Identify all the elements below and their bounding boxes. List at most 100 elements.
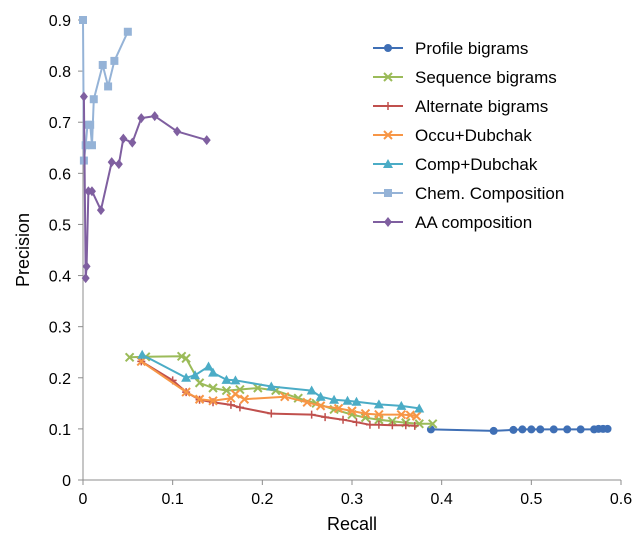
occu-dubchak-point <box>280 391 290 402</box>
y-tick-label: 0.7 <box>49 115 71 132</box>
profile-bigrams-point <box>489 426 498 435</box>
comp-dubchak-point <box>414 403 425 413</box>
y-tick-label: 0 <box>62 473 71 490</box>
chem-composition-point <box>110 56 119 65</box>
legend-entry-profile-bigrams: Profile bigrams <box>373 39 528 58</box>
y-tick-label: 0.9 <box>49 13 71 30</box>
legend-entry-chem-composition: Chem. Composition <box>373 184 564 203</box>
legend: Profile bigrams Sequence bigrams Alternate… <box>373 39 564 232</box>
series-occu-dubchak <box>136 356 422 421</box>
legend-entry-comp-dubchak: Comp+Dubchak <box>373 155 538 174</box>
y-tick-label: 0.8 <box>49 64 71 81</box>
legend-swatch-marker <box>383 159 393 168</box>
series-aa-composition <box>79 91 211 284</box>
alternate-bigrams-point <box>226 400 235 409</box>
chem-composition-point <box>81 141 90 150</box>
alternate-bigrams-point <box>339 415 348 424</box>
x-tick-label: 0.1 <box>162 491 184 508</box>
occu-dubchak-point <box>315 401 326 411</box>
aa-composition-point <box>137 113 146 124</box>
chem-composition-point <box>104 82 113 91</box>
occu-dubchak-point <box>374 409 384 420</box>
comp-dubchak-point <box>190 370 201 380</box>
alternate-bigrams-point <box>388 421 397 430</box>
profile-bigrams-point <box>549 425 558 434</box>
occu-dubchak-point <box>302 397 312 408</box>
profile-bigrams-point <box>563 425 572 434</box>
y-tick-label: 0.4 <box>49 269 71 286</box>
x-tick-label: 0.2 <box>251 491 273 508</box>
comp-dubchak-point <box>266 381 277 391</box>
occu-dubchak-point <box>208 396 218 406</box>
aa-composition-point <box>79 91 88 102</box>
x-tick-label: 0.5 <box>520 491 542 508</box>
alternate-bigrams-point <box>410 421 419 430</box>
aa-composition-point <box>119 133 128 144</box>
occu-dubchak-point <box>181 387 191 397</box>
comp-dubchak-point <box>208 367 219 377</box>
alternate-bigrams-point <box>321 413 330 422</box>
y-tick-label: 0.6 <box>49 166 71 183</box>
chem-composition-point <box>87 141 96 150</box>
sequence-bigrams-point <box>387 416 398 426</box>
x-tick-label: 0.4 <box>431 491 453 508</box>
legend-swatch-marker <box>384 44 392 52</box>
legend-swatch-marker <box>383 130 393 140</box>
alternate-bigrams-point <box>401 421 410 430</box>
profile-bigrams-point <box>603 424 612 433</box>
series-layer <box>79 16 612 435</box>
comp-dubchak-point <box>329 394 340 404</box>
legend-label: Sequence bigrams <box>415 68 557 87</box>
chem-composition-point <box>86 120 95 129</box>
occu-dubchak-point <box>239 394 250 404</box>
aa-composition-point <box>173 126 182 137</box>
alternate-bigrams-point <box>374 420 383 429</box>
y-tick-label: 0.1 <box>49 422 71 439</box>
legend-entry-sequence-bigrams: Sequence bigrams <box>373 68 557 87</box>
comp-dubchak-point <box>203 361 214 371</box>
legend-entry-alternate-bigrams: Alternate bigrams <box>373 97 548 116</box>
legend-label: Profile bigrams <box>415 39 528 58</box>
x-tick-label: 0.6 <box>610 491 632 508</box>
series-profile-bigrams <box>426 424 612 435</box>
occu-dubchak-point <box>194 394 205 404</box>
series-sequence-bigrams <box>124 351 438 429</box>
x-axis-title: Recall <box>327 514 377 534</box>
legend-entry-occu-dubchak: Occu+Dubchak <box>373 126 532 145</box>
x-tick-label: 0.3 <box>341 491 363 508</box>
aa-composition-point <box>96 205 105 216</box>
occu-dubchak-point <box>396 409 407 420</box>
sequence-bigrams-point <box>124 352 135 363</box>
profile-bigrams-point <box>536 425 545 434</box>
chem-composition-point <box>89 95 98 104</box>
legend-swatch-marker <box>383 72 393 82</box>
profile-bigrams-point <box>518 425 527 434</box>
sequence-bigrams-point <box>181 353 191 364</box>
comp-dubchak-point <box>351 396 362 406</box>
sequence-bigrams-point <box>208 383 218 393</box>
sequence-bigrams-point <box>194 378 205 388</box>
aa-composition-point <box>128 137 137 148</box>
profile-bigrams-point <box>509 425 518 434</box>
aa-composition-line <box>82 96 207 280</box>
series-comp-dubchak <box>137 349 425 413</box>
comp-dubchak-point <box>373 399 384 409</box>
legend-swatch-marker <box>384 102 392 110</box>
occu-dubchak-point <box>347 406 357 416</box>
comp-dubchak-point <box>396 400 407 410</box>
sequence-bigrams-point <box>427 419 438 429</box>
legend-swatch-marker <box>384 217 392 227</box>
occu-dubchak-point <box>333 403 344 414</box>
aa-composition-point <box>87 186 96 197</box>
axes: 0 0.1 0.2 0.3 0.4 0.5 0.6 0.7 0.8 0.9 0 0.1 0.2 0.3 0.… <box>49 13 632 508</box>
alternate-bigrams-point <box>352 418 361 427</box>
legend-label: Chem. Composition <box>415 184 564 203</box>
aa-composition-point <box>202 135 211 146</box>
occu-dubchak-point <box>230 389 241 399</box>
alternate-bigrams-point <box>365 420 374 429</box>
comp-dubchak-point <box>137 349 148 359</box>
chem-composition-point <box>123 27 132 36</box>
legend-swatch-marker <box>384 189 392 197</box>
legend-label: Occu+Dubchak <box>415 126 532 145</box>
comp-dubchak-point <box>342 395 353 405</box>
